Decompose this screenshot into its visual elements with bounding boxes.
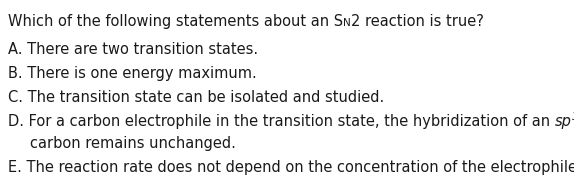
Text: C. The transition state can be isolated and studied.: C. The transition state can be isolated … bbox=[8, 90, 384, 105]
Text: sp: sp bbox=[554, 114, 572, 129]
Text: 2 reaction is true?: 2 reaction is true? bbox=[351, 14, 484, 29]
Text: B. There is one energy maximum.: B. There is one energy maximum. bbox=[8, 66, 257, 81]
Text: A. There are two transition states.: A. There are two transition states. bbox=[8, 42, 258, 57]
Text: D. For a carbon electrophile in the transition state, the hybridization of an: D. For a carbon electrophile in the tran… bbox=[8, 114, 554, 129]
Text: carbon remains unchanged.: carbon remains unchanged. bbox=[30, 136, 236, 151]
Text: Which of the following statements about an S: Which of the following statements about … bbox=[8, 14, 343, 29]
Text: E. The reaction rate does not depend on the concentration of the electrophile.: E. The reaction rate does not depend on … bbox=[8, 160, 574, 175]
Text: 3: 3 bbox=[572, 112, 574, 122]
Text: N: N bbox=[343, 18, 351, 28]
